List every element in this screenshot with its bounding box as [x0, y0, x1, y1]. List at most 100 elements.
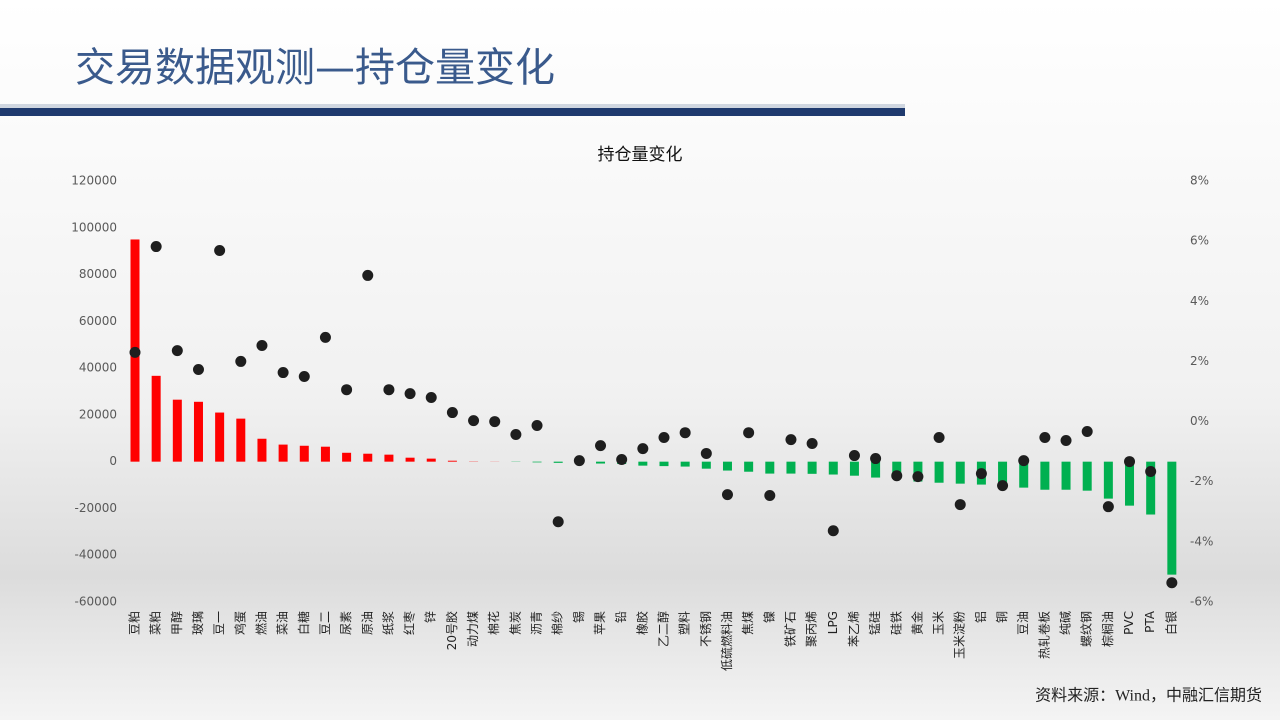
bar [680, 461, 690, 467]
y-tick-label: 120000 [71, 174, 117, 188]
dot [510, 429, 522, 441]
y2-tick-label: -2% [1190, 474, 1213, 488]
x-tick-label: LPG [826, 611, 840, 634]
dot [975, 468, 987, 480]
y-tick-label: 0 [109, 454, 117, 468]
dot [383, 384, 395, 396]
y2-tick-label: 2% [1190, 354, 1209, 368]
dot [637, 443, 649, 455]
y2-tick-label: 0% [1190, 414, 1209, 428]
bar [955, 461, 965, 484]
bar [532, 461, 542, 463]
dot [552, 516, 564, 528]
dot [404, 388, 416, 400]
x-tick-label: 原油 [360, 611, 374, 635]
dot [891, 470, 903, 482]
dot [129, 346, 141, 358]
dot [954, 499, 966, 511]
header-bar [0, 108, 905, 116]
bar [193, 401, 203, 462]
x-tick-label: 热轧卷板 [1036, 611, 1051, 659]
x-tick-label: 白糖 [296, 611, 311, 635]
dot [446, 407, 458, 419]
x-tick-label: 动力煤 [466, 611, 480, 647]
x-tick-label: 沥青 [530, 611, 544, 635]
y-tick-label: -60000 [74, 595, 117, 609]
dot [1081, 425, 1093, 437]
dot [764, 490, 776, 502]
bar [299, 445, 309, 462]
bar [786, 461, 796, 474]
x-tick-label: 焦煤 [741, 611, 755, 635]
bar [363, 453, 373, 462]
x-tick-label: 橡胶 [634, 611, 649, 635]
x-tick-label: 豆粕 [127, 611, 142, 635]
bar [871, 461, 881, 478]
bar [1125, 461, 1135, 506]
x-tick-label: 铝 [973, 611, 988, 623]
chart-title: 持仓量变化 [598, 145, 683, 165]
y-tick-label: 100000 [71, 220, 117, 234]
dot [870, 453, 882, 465]
dot [679, 427, 691, 439]
dot [256, 339, 268, 351]
dot [341, 384, 353, 396]
x-tick-label: 玻璃 [191, 611, 205, 635]
y-tick-label: 40000 [79, 361, 117, 375]
dot [298, 370, 310, 382]
y-tick-label: -40000 [74, 548, 117, 562]
x-tick-label: PTA [1143, 610, 1157, 633]
x-tick-label: 玉米淀粉 [953, 611, 967, 659]
dot [573, 455, 585, 467]
y-tick-label: 20000 [79, 407, 117, 421]
x-tick-label: 棉花 [486, 611, 501, 635]
dot [1060, 435, 1072, 447]
dot [319, 331, 331, 343]
bar [278, 444, 288, 462]
bar [1082, 461, 1092, 491]
bar [744, 461, 754, 472]
x-tick-label: 纸浆 [380, 611, 395, 635]
dot [658, 432, 670, 444]
bar [384, 454, 394, 462]
page-title: 交易数据观测—持仓量变化 [75, 45, 555, 91]
dot [1039, 432, 1051, 444]
x-tick-label: 鸡蛋 [232, 611, 247, 635]
bar [151, 375, 161, 462]
y2-tick-label: 4% [1190, 294, 1209, 308]
dot [616, 453, 628, 465]
x-tick-label: 纯碱 [1059, 611, 1073, 635]
x-tick-label: 棉纱 [551, 611, 565, 635]
x-tick-label: 低硫燃料油 [719, 611, 734, 671]
bar [1146, 461, 1156, 515]
dot [214, 244, 226, 256]
bar [426, 458, 436, 462]
y2-tick-label: 8% [1190, 174, 1209, 188]
bar [701, 461, 711, 469]
dot [531, 419, 543, 431]
x-tick-label: 乙二醇 [656, 611, 671, 647]
x-tick-label: 菜粕 [148, 611, 163, 635]
x-tick-label: 白银 [1163, 611, 1178, 635]
x-tick-label: 硅铁 [889, 611, 903, 635]
x-tick-label: 锡 [571, 611, 586, 623]
x-tick-label: 豆二 [318, 611, 332, 635]
y-tick-label: -20000 [74, 501, 117, 515]
bar [1061, 461, 1071, 490]
x-tick-label: 菜油 [276, 611, 290, 635]
bar [215, 412, 225, 462]
dot [912, 471, 924, 483]
bar [1040, 461, 1050, 490]
dot [1018, 455, 1030, 467]
bar [342, 452, 352, 462]
dot [235, 355, 247, 367]
x-tick-label: 铜 [994, 611, 1009, 623]
y2-tick-label: -6% [1190, 595, 1213, 609]
x-tick-label: 燃油 [253, 611, 268, 635]
dot [192, 364, 204, 376]
bar [172, 399, 182, 462]
bar [934, 461, 944, 483]
bar [638, 461, 648, 466]
